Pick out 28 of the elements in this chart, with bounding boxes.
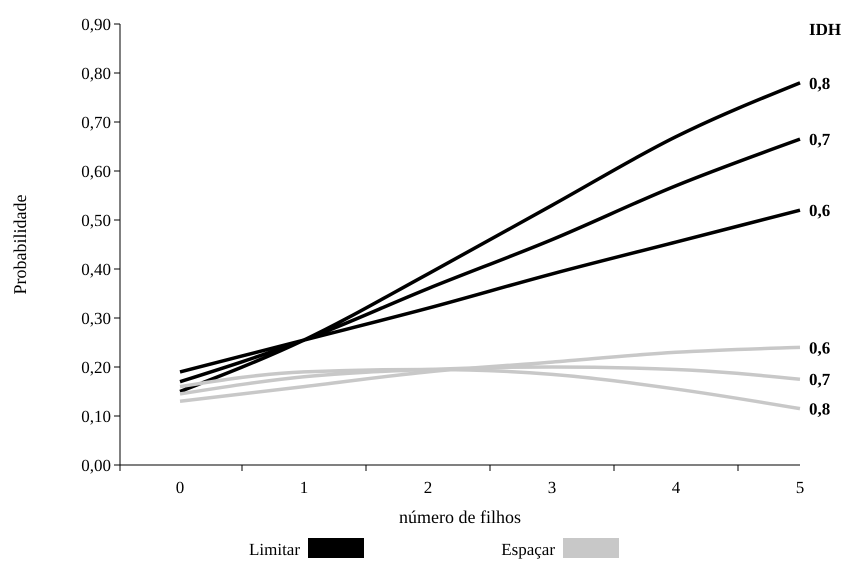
y-tick-label: 0,80	[81, 64, 111, 83]
y-tick-label: 0,00	[81, 456, 111, 475]
text: Espaçar	[501, 540, 556, 559]
y-axis-title: Probabilidade	[10, 194, 30, 294]
y-tick-label: 0,50	[81, 210, 111, 230]
x-tick-label: 5	[796, 478, 804, 497]
line-series	[178, 81, 802, 394]
y-tick-label: 0,70	[81, 112, 111, 132]
legend-title: IDH	[809, 20, 842, 39]
series-label: 0,6	[809, 338, 830, 358]
x-axis-title: número de filhos	[399, 507, 521, 527]
y-tick-label: 0,30	[81, 308, 111, 328]
y-tick-label: 0,90	[81, 14, 111, 34]
x-tick-label: 4	[672, 478, 681, 497]
y-tick-label: 0,40	[81, 260, 111, 279]
y-tick-label: 0,10	[81, 406, 111, 426]
text: Limitar	[249, 540, 300, 559]
series-label: 0,8	[809, 74, 830, 93]
x-tick-label: 0	[176, 478, 184, 497]
x-tick-label: 3	[548, 478, 556, 497]
x-tick-label: 1	[300, 478, 308, 497]
y-tick-label: 0,60	[81, 162, 111, 181]
series-label: 0,8	[809, 400, 830, 419]
series-label: 0,6	[809, 201, 830, 220]
series-label: 0,7	[809, 370, 831, 390]
x-tick-label: 2	[424, 478, 432, 497]
series-label: 0,7	[809, 130, 831, 150]
y-tick-label: 0,20	[81, 358, 111, 377]
